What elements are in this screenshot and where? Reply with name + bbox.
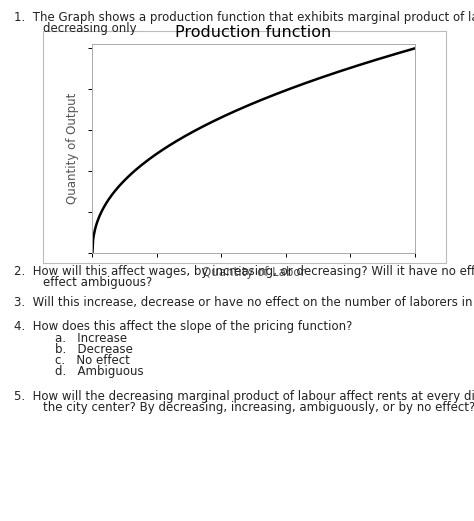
Text: 5.  How will the decreasing marginal product of labour affect rents at every dis: 5. How will the decreasing marginal prod… — [14, 390, 474, 403]
Text: b.   Decrease: b. Decrease — [55, 343, 132, 356]
Text: 1.  The Graph shows a production function that exhibits marginal product of labo: 1. The Graph shows a production function… — [14, 11, 474, 24]
Text: c.   No effect: c. No effect — [55, 354, 129, 367]
Text: decreasing only: decreasing only — [43, 22, 137, 35]
Text: effect ambiguous?: effect ambiguous? — [43, 276, 152, 289]
Y-axis label: Quantity of Output: Quantity of Output — [66, 93, 79, 204]
Title: Production function: Production function — [175, 26, 332, 40]
Text: 2.  How will this affect wages, by increasing, or decreasing? Will it have no ef: 2. How will this affect wages, by increa… — [14, 265, 474, 278]
Text: 3.  Will this increase, decrease or have no effect on the number of laborers in : 3. Will this increase, decrease or have … — [14, 296, 474, 309]
X-axis label: Quantity of Labor: Quantity of Labor — [202, 266, 305, 279]
Text: the city center? By decreasing, increasing, ambiguously, or by no effect?: the city center? By decreasing, increasi… — [43, 401, 474, 414]
Text: a.   Increase: a. Increase — [55, 332, 127, 345]
Text: d.   Ambiguous: d. Ambiguous — [55, 365, 143, 378]
Text: 4.  How does this affect the slope of the pricing function?: 4. How does this affect the slope of the… — [14, 320, 353, 333]
